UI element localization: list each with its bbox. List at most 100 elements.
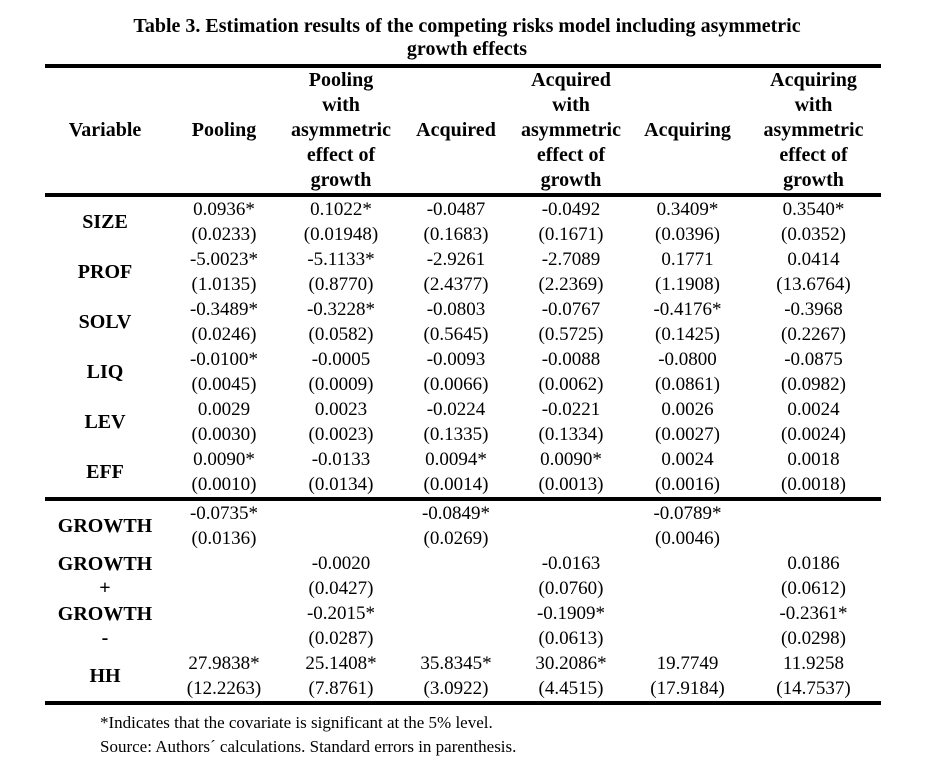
section-covariates: SIZE 0.0936* (0.0233) 0.1022* (0.01948) -0.04…	[45, 195, 881, 499]
standard-error: (0.0062)	[538, 374, 604, 395]
estimate-cell: -0.0020 (0.0427)	[283, 551, 399, 601]
variable-label: SIZE	[82, 211, 128, 233]
standard-error: (0.0014)	[423, 474, 489, 495]
coefficient-value: 0.0186	[787, 553, 840, 574]
standard-error: (13.6764)	[776, 274, 851, 295]
coefficient-value: -0.2361*	[779, 603, 848, 624]
table-row: LEV 0.0029 (0.0030) 0.0023 (0.0023) -0.0224 (0…	[45, 397, 881, 447]
estimate-cell: -0.4176* (0.1425)	[629, 297, 746, 347]
coefficient-value: 0.0090*	[193, 449, 255, 470]
estimate-cell: -0.0492 (0.1671)	[513, 195, 629, 247]
estimate-cell: 30.2086* (4.4515)	[513, 651, 629, 703]
estimate-cell: -0.0133 (0.0134)	[283, 447, 399, 499]
column-header-pooling-asymmetric: Pooling with asymmetric effect of growth	[283, 66, 399, 195]
table-row: LIQ -0.0100* (0.0045) -0.0005 (0.0009) -0.009…	[45, 347, 881, 397]
variable-label: SOLV	[78, 311, 132, 333]
coefficient-value: 0.3409*	[656, 199, 719, 220]
estimate-cell: -0.0005 (0.0009)	[283, 347, 399, 397]
estimate-cell: -0.0100* (0.0045)	[165, 347, 283, 397]
column-header-label: Acquiring with asymmetric effect of grow…	[763, 69, 864, 191]
standard-error: (0.5725)	[538, 324, 604, 345]
empty-cell	[629, 601, 746, 651]
table-row: SIZE 0.0936* (0.0233) 0.1022* (0.01948) -0.04…	[45, 195, 881, 247]
estimate-cell: 0.1022* (0.01948)	[283, 195, 399, 247]
standard-error: (0.1425)	[655, 324, 720, 345]
column-header-label: Variable	[68, 119, 142, 141]
variable-label: LIQ	[86, 361, 124, 383]
estimate-cell: -0.2015* (0.0287)	[283, 601, 399, 651]
estimate-cell: -0.3489* (0.0246)	[165, 297, 283, 347]
standard-error: (0.0013)	[538, 474, 604, 495]
standard-error: (0.0233)	[191, 224, 257, 245]
empty-cell	[746, 499, 881, 551]
standard-error: (0.0760)	[538, 578, 604, 599]
estimate-cell: 0.3409* (0.0396)	[629, 195, 746, 247]
variable-label: GROWTH -	[57, 603, 153, 649]
coefficient-value: 11.9258	[782, 653, 845, 674]
coefficient-value: -0.0875	[784, 349, 843, 370]
coefficient-value: -0.0088	[541, 349, 601, 370]
estimate-cell: 0.0023 (0.0023)	[283, 397, 399, 447]
coefficient-value: 19.7749	[656, 653, 719, 674]
estimate-cell: -0.3228* (0.0582)	[283, 297, 399, 347]
standard-error: (0.0024)	[781, 424, 846, 445]
coefficient-value: 0.0018	[787, 449, 840, 470]
standard-error: (0.0027)	[655, 424, 720, 445]
standard-error: (0.1334)	[538, 424, 604, 445]
estimate-cell: -0.0221 (0.1334)	[513, 397, 629, 447]
table-title: Table 3. Estimation results of the compe…	[133, 15, 801, 60]
column-header-label: Acquiring	[644, 119, 731, 141]
column-header-variable: Variable	[45, 66, 165, 195]
column-header-acquiring: Acquiring	[629, 66, 746, 195]
standard-error: (0.0046)	[655, 528, 720, 549]
estimate-cell: -0.0803 (0.5645)	[399, 297, 513, 347]
section-growth: GROWTH -0.0735* (0.0136) -0.0849* (0.0269) -0…	[45, 499, 881, 703]
standard-error: (0.0612)	[781, 578, 846, 599]
standard-error: (0.0018)	[781, 474, 846, 495]
estimate-cell: 0.1771 (1.1908)	[629, 247, 746, 297]
estimate-cell: 0.0024 (0.0024)	[746, 397, 881, 447]
coefficient-value: 0.0026	[661, 399, 714, 420]
footnote-significance: *Indicates that the covariate is signifi…	[100, 713, 493, 732]
coefficient-value: -0.3968	[784, 299, 843, 320]
estimate-cell: 0.0936* (0.0233)	[165, 195, 283, 247]
standard-error: (2.2369)	[538, 274, 604, 295]
empty-cell	[399, 551, 513, 601]
coefficient-value: 0.1771	[661, 249, 714, 270]
estimate-cell: 0.0026 (0.0027)	[629, 397, 746, 447]
column-header-label: Acquired with asymmetric effect of growt…	[521, 69, 621, 191]
standard-error: (0.2267)	[781, 324, 846, 345]
coefficient-value: -0.0800	[658, 349, 717, 370]
coefficient-value: -0.0221	[541, 399, 601, 420]
empty-cell	[513, 499, 629, 551]
standard-error: (0.0861)	[655, 374, 720, 395]
coefficient-value: -0.0020	[311, 553, 371, 574]
estimate-cell: -0.2361* (0.0298)	[746, 601, 881, 651]
column-header-acquired: Acquired	[399, 66, 513, 195]
estimate-cell: 0.0029 (0.0030)	[165, 397, 283, 447]
coefficient-value: -0.3228*	[306, 299, 376, 320]
coefficient-value: 0.0414	[787, 249, 840, 270]
coefficient-value: -0.0789*	[653, 503, 722, 524]
standard-error: (0.0427)	[308, 578, 374, 599]
coefficient-value: -0.4176*	[653, 299, 722, 320]
coefficient-value: 0.0024	[787, 399, 840, 420]
standard-error: (0.01948)	[303, 224, 379, 245]
standard-error: (4.4515)	[538, 678, 604, 699]
estimation-results-table: Variable Pooling Pooling with asymmetric e…	[45, 64, 881, 705]
footnote-source: Source: Authors´ calculations. Standard …	[100, 737, 517, 756]
estimate-cell: 0.3540* (0.0352)	[746, 195, 881, 247]
standard-error: (1.1908)	[655, 274, 720, 295]
estimate-cell: -5.1133* (0.8770)	[283, 247, 399, 297]
estimate-cell: -2.9261 (2.4377)	[399, 247, 513, 297]
coefficient-value: -0.0093	[426, 349, 486, 370]
variable-label: PROF	[77, 261, 133, 283]
table-row: GROWTH - -0.2015* (0.0287) -0.1909* (0.0613)…	[45, 601, 881, 651]
standard-error: (14.7537)	[776, 678, 851, 699]
coefficient-value: -0.0487	[426, 199, 486, 220]
coefficient-value: 35.8345*	[420, 653, 492, 674]
coefficient-value: 0.0936*	[193, 199, 255, 220]
column-header-acquired-asymmetric: Acquired with asymmetric effect of growt…	[513, 66, 629, 195]
standard-error: (0.0298)	[781, 628, 846, 649]
